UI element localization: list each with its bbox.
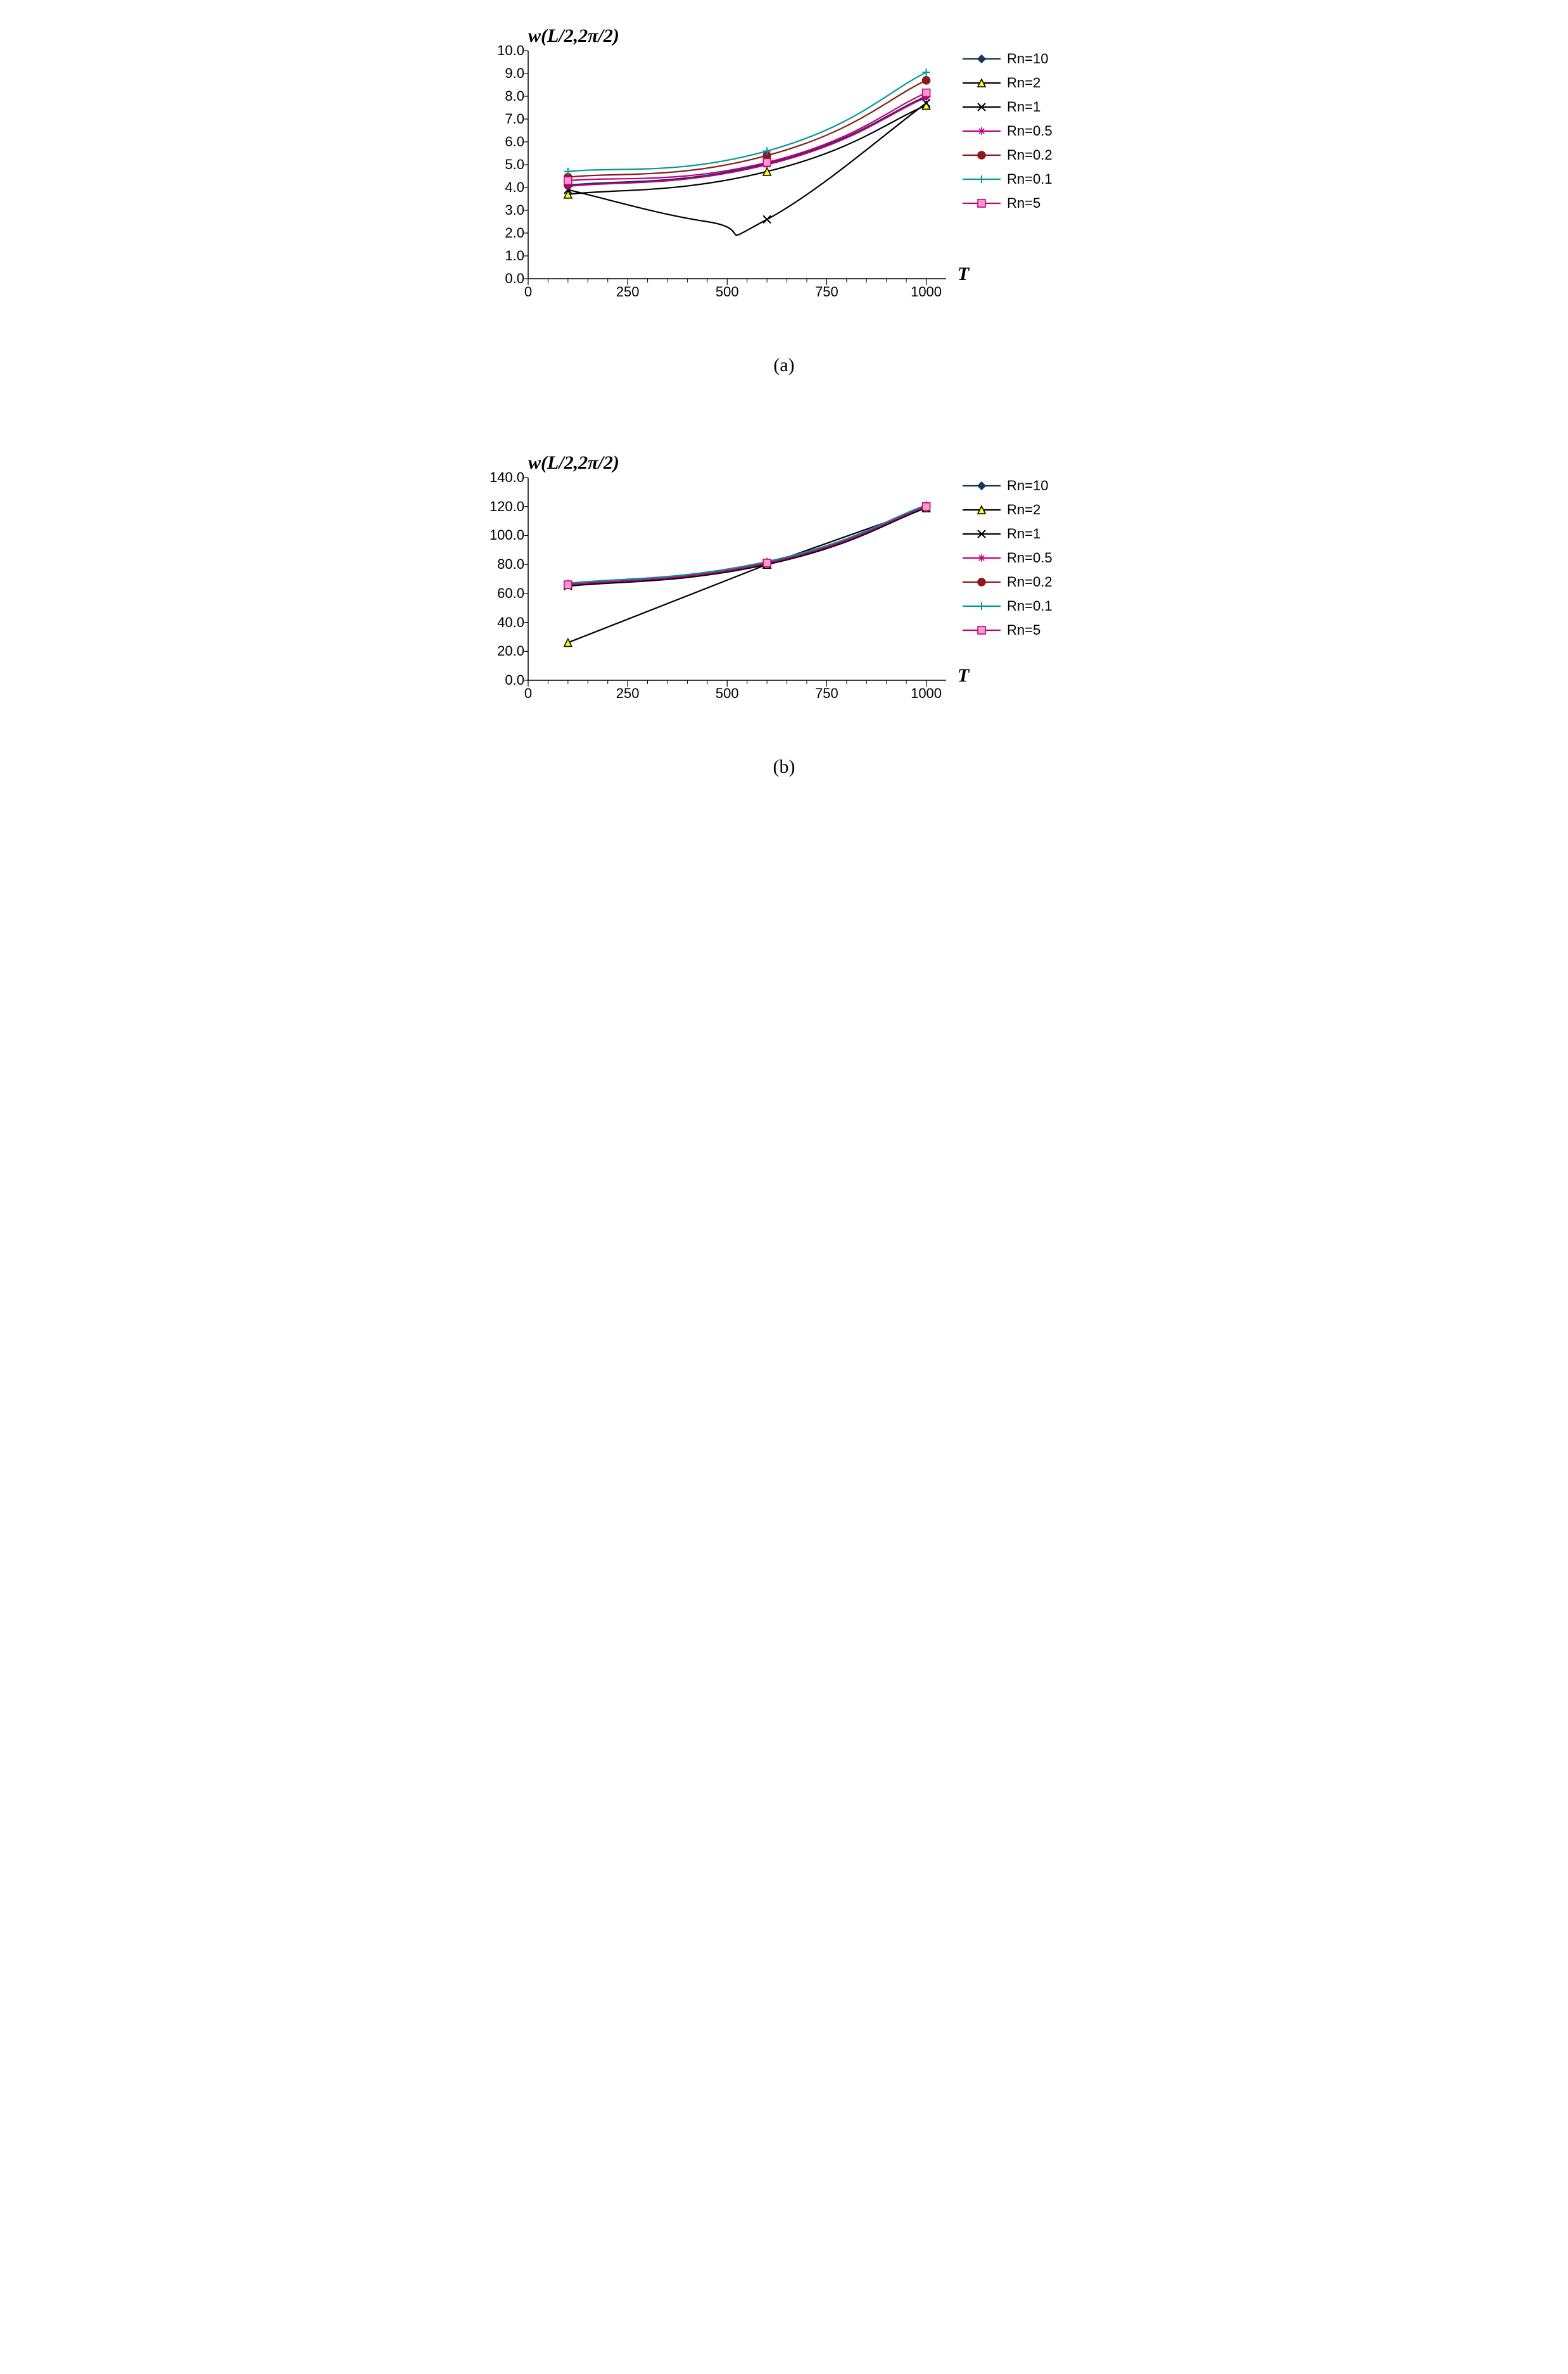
legend-marker-icon [961,600,1002,613]
y-tick-label: 2.0 [505,225,528,241]
legend-marker-icon [961,149,1002,162]
legend-item: Rn=0.5 [961,119,1053,143]
legend-marker-icon [961,552,1002,564]
legend-label: Rn=0.5 [1007,550,1053,566]
legend-marker-icon [961,479,1002,492]
legend-label: Rn=10 [1007,478,1048,494]
x-tick-label: 0 [524,680,532,702]
x-tick-label: 750 [815,279,838,300]
plot-area: 0.020.040.060.080.0100.0120.0140.0025050… [528,478,946,680]
legend-item: Rn=0.5 [961,546,1053,570]
legend-item: Rn=0.2 [961,143,1053,167]
legend-label: Rn=5 [1007,195,1040,212]
y-axis-title: w(L/2,2π/2) [528,25,1094,47]
legend-label: Rn=2 [1007,75,1040,91]
y-tick-label: 5.0 [505,156,528,173]
legend: Rn=10 Rn=2 Rn=1 Rn=0.5 Rn=0.2 Rn=0.1 Rn=5 [961,47,1053,215]
chart-row: 0.020.040.060.080.0100.0120.0140.0025050… [474,478,1094,680]
y-tick-label: 20.0 [497,643,528,659]
y-tick-label: 8.0 [505,88,528,105]
legend-label: Rn=0.1 [1007,598,1053,614]
legend-label: Rn=2 [1007,502,1040,518]
legend-marker-icon [961,504,1002,516]
y-tick-label: 80.0 [497,556,528,573]
x-tick-label: 1000 [911,279,942,300]
y-tick-label: 40.0 [497,614,528,631]
y-tick-label: 60.0 [497,585,528,602]
legend-label: Rn=0.2 [1007,574,1053,590]
x-tick-label: 250 [616,279,640,300]
y-tick-label: 120.0 [490,498,528,515]
y-tick-label: 10.0 [497,42,528,59]
legend-marker-icon [961,528,1002,540]
subfigure-label: (a) [474,355,1094,376]
legend-item: Rn=10 [961,47,1053,71]
x-axis-label: T [958,665,969,687]
y-tick-label: 1.0 [505,248,528,264]
subfigure-label: (b) [474,756,1094,778]
legend-item: Rn=2 [961,498,1053,522]
x-tick-label: 1000 [911,680,942,702]
legend-item: Rn=5 [961,618,1053,642]
x-tick-label: 500 [716,680,739,702]
legend: Rn=10 Rn=2 Rn=1 Rn=0.5 Rn=0.2 Rn=0.1 Rn=5 [961,474,1053,642]
x-tick-label: 0 [524,279,532,300]
legend-label: Rn=10 [1007,51,1048,67]
legend-marker-icon [961,53,1002,65]
legend-label: Rn=0.5 [1007,123,1053,139]
x-tick-label: 500 [716,279,739,300]
chart-box: 0.020.040.060.080.0100.0120.0140.0025050… [474,478,946,680]
legend-item: Rn=0.1 [961,594,1053,618]
y-tick-label: 140.0 [490,469,528,486]
y-axis-title: w(L/2,2π/2) [528,452,1094,474]
y-tick-label: 9.0 [505,65,528,82]
legend-marker-icon [961,624,1002,637]
legend-label: Rn=1 [1007,99,1040,115]
x-axis-label: T [958,263,969,285]
legend-label: Rn=0.2 [1007,147,1053,163]
legend-label: Rn=5 [1007,622,1040,638]
legend-marker-icon [961,101,1002,113]
legend-marker-icon [961,197,1002,210]
x-tick-label: 750 [815,680,838,702]
legend-marker-icon [961,125,1002,137]
x-tick-label: 250 [616,680,640,702]
legend-marker-icon [961,576,1002,588]
y-tick-label: 6.0 [505,134,528,150]
legend-item: Rn=2 [961,71,1053,95]
legend-item: Rn=0.1 [961,167,1053,191]
legend-marker-icon [961,173,1002,186]
figure-a: w(L/2,2π/2) 0.01.02.03.04.05.06.07.08.09.… [474,25,1094,376]
legend-item: Rn=1 [961,95,1053,119]
legend-item: Rn=0.2 [961,570,1053,594]
legend-item: Rn=10 [961,474,1053,498]
legend-marker-icon [961,77,1002,89]
y-tick-label: 4.0 [505,179,528,196]
legend-label: Rn=0.1 [1007,171,1053,187]
chart-row: 0.01.02.03.04.05.06.07.08.09.010.0025050… [474,51,1094,279]
y-tick-label: 7.0 [505,111,528,127]
plot-area: 0.01.02.03.04.05.06.07.08.09.010.0025050… [528,51,946,279]
chart-box: 0.01.02.03.04.05.06.07.08.09.010.0025050… [474,51,946,279]
legend-item: Rn=5 [961,191,1053,215]
figure-b: w(L/2,2π/2) 0.020.040.060.080.0100.0120.0… [474,452,1094,778]
y-tick-label: 3.0 [505,202,528,219]
legend-label: Rn=1 [1007,526,1040,542]
legend-item: Rn=1 [961,522,1053,546]
y-tick-label: 100.0 [490,527,528,543]
